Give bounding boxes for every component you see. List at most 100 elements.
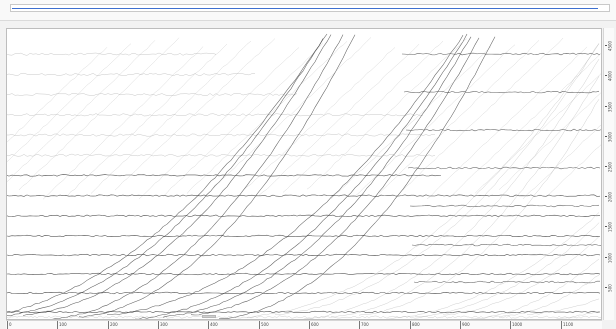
y-tick: 4000: [605, 65, 615, 87]
diagonal-trace: [474, 73, 601, 194]
diagonal-trace: [258, 43, 420, 196]
baseline-trace: [7, 153, 436, 157]
y-tick-label: 500: [607, 284, 613, 292]
rising-trace: [274, 43, 600, 315]
y-tick-label: 4000: [607, 70, 613, 82]
diagonal-trace: [402, 37, 564, 191]
y-tick: 3000: [605, 126, 615, 148]
diagonal-trace: [546, 144, 601, 197]
rising-trace: [7, 33, 328, 313]
y-tick-label: 3500: [607, 101, 613, 113]
x-tick-label: 200: [110, 322, 118, 327]
plateau-trace: [407, 166, 601, 170]
rising-trace: [555, 311, 600, 319]
diagonal-trace: [90, 40, 252, 194]
plateau-trace: [401, 52, 601, 56]
trace-plot[interactable]: [7, 29, 601, 319]
diagonal-trace: [138, 47, 300, 200]
baseline-trace: [7, 291, 601, 295]
plateau-trace: [403, 90, 600, 94]
baseline-trace: [7, 310, 601, 314]
x-tick-label: 1100: [563, 322, 574, 327]
rising-trace: [246, 43, 600, 318]
diagonal-trace: [330, 46, 492, 200]
diagonal-trace: [7, 40, 156, 182]
x-tick-label: 100: [59, 322, 67, 327]
y-tick: 1000: [605, 247, 615, 269]
y-tick: 2500: [605, 156, 615, 178]
x-tick-label: 600: [311, 322, 319, 327]
x-tick: 400: [208, 321, 218, 329]
baseline-trace: [7, 194, 601, 197]
x-tick: 800: [410, 321, 420, 329]
baseline-trace: [7, 113, 424, 117]
x-tick: 900: [460, 321, 470, 329]
diagonal-trace: [450, 52, 601, 197]
baseline-trace: [7, 174, 442, 177]
x-tick: 600: [309, 321, 319, 329]
y-tick-label: 1000: [607, 252, 613, 264]
diagonal-trace: [7, 43, 132, 162]
plateau-trace: [409, 204, 600, 208]
rising-trace: [52, 34, 344, 319]
x-tick: 1100: [561, 321, 573, 329]
baseline-trace: [7, 93, 298, 97]
baseline-trace: [7, 214, 601, 217]
baseline-trace: [7, 133, 436, 137]
rising-trace: [303, 58, 600, 319]
rising-trace: [358, 99, 600, 316]
diagonal-trace: [306, 38, 468, 190]
rising-trace: [386, 212, 600, 319]
baseline-trace: [7, 234, 601, 238]
x-tick: 200: [108, 321, 118, 329]
x-tick-label: 900: [462, 322, 470, 327]
horizontal-scroll-thumb[interactable]: [202, 315, 216, 318]
y-axis-scale: 500 1000 1500 2000 2500 3000 3500 4000 4500: [603, 28, 614, 320]
x-tick-label: 1000: [512, 322, 523, 327]
y-tick-label: 4500: [607, 40, 613, 52]
rising-trace: [7, 38, 324, 317]
diagonal-trace: [210, 37, 372, 191]
baseline-trace: [7, 72, 255, 76]
rising-trace: [22, 34, 332, 316]
y-tick-label: 1500: [607, 221, 613, 233]
rising-trace: [330, 76, 600, 318]
rising-trace: [526, 298, 600, 316]
diagonal-trace: [18, 37, 180, 191]
x-tick-label: 700: [361, 322, 369, 327]
x-axis-scale: 0 100 200 300 400 500 600 700 800 900 1000 1100: [6, 320, 602, 329]
diagonal-trace: [354, 44, 516, 197]
progress-field: [10, 4, 610, 12]
y-tick: 1500: [605, 216, 615, 238]
diagonal-trace: [7, 47, 108, 143]
rising-trace: [190, 37, 480, 316]
rising-trace: [162, 36, 472, 318]
baseline-trace: [7, 272, 601, 276]
top-toolbar: [0, 0, 616, 21]
x-tick-label: 500: [261, 322, 269, 327]
x-tick: 100: [57, 321, 67, 329]
x-tick-label: 0: [9, 322, 12, 327]
plot-area[interactable]: [6, 28, 602, 320]
rising-trace: [498, 275, 600, 318]
x-tick-label: 400: [210, 322, 218, 327]
diagonal-trace: [522, 124, 601, 200]
rising-trace: [442, 236, 600, 316]
baseline-trace: [7, 52, 217, 56]
diagonal-trace: [186, 41, 348, 194]
x-tick-label: 300: [160, 322, 168, 327]
noise-floor-trace: [7, 315, 601, 319]
diagonal-trace: [114, 38, 276, 191]
rising-trace: [414, 222, 600, 317]
rising-trace: [106, 34, 464, 315]
plateau-trace: [411, 243, 601, 247]
y-tick: 3500: [605, 96, 615, 118]
diagonal-trace: [162, 43, 324, 197]
y-tick-label: 3000: [607, 131, 613, 143]
rising-trace: [218, 36, 496, 319]
diagonal-trace: [234, 47, 396, 200]
rising-trace: [135, 33, 468, 319]
diagonal-trace: [66, 43, 228, 197]
y-tick-label: 2000: [607, 191, 613, 203]
